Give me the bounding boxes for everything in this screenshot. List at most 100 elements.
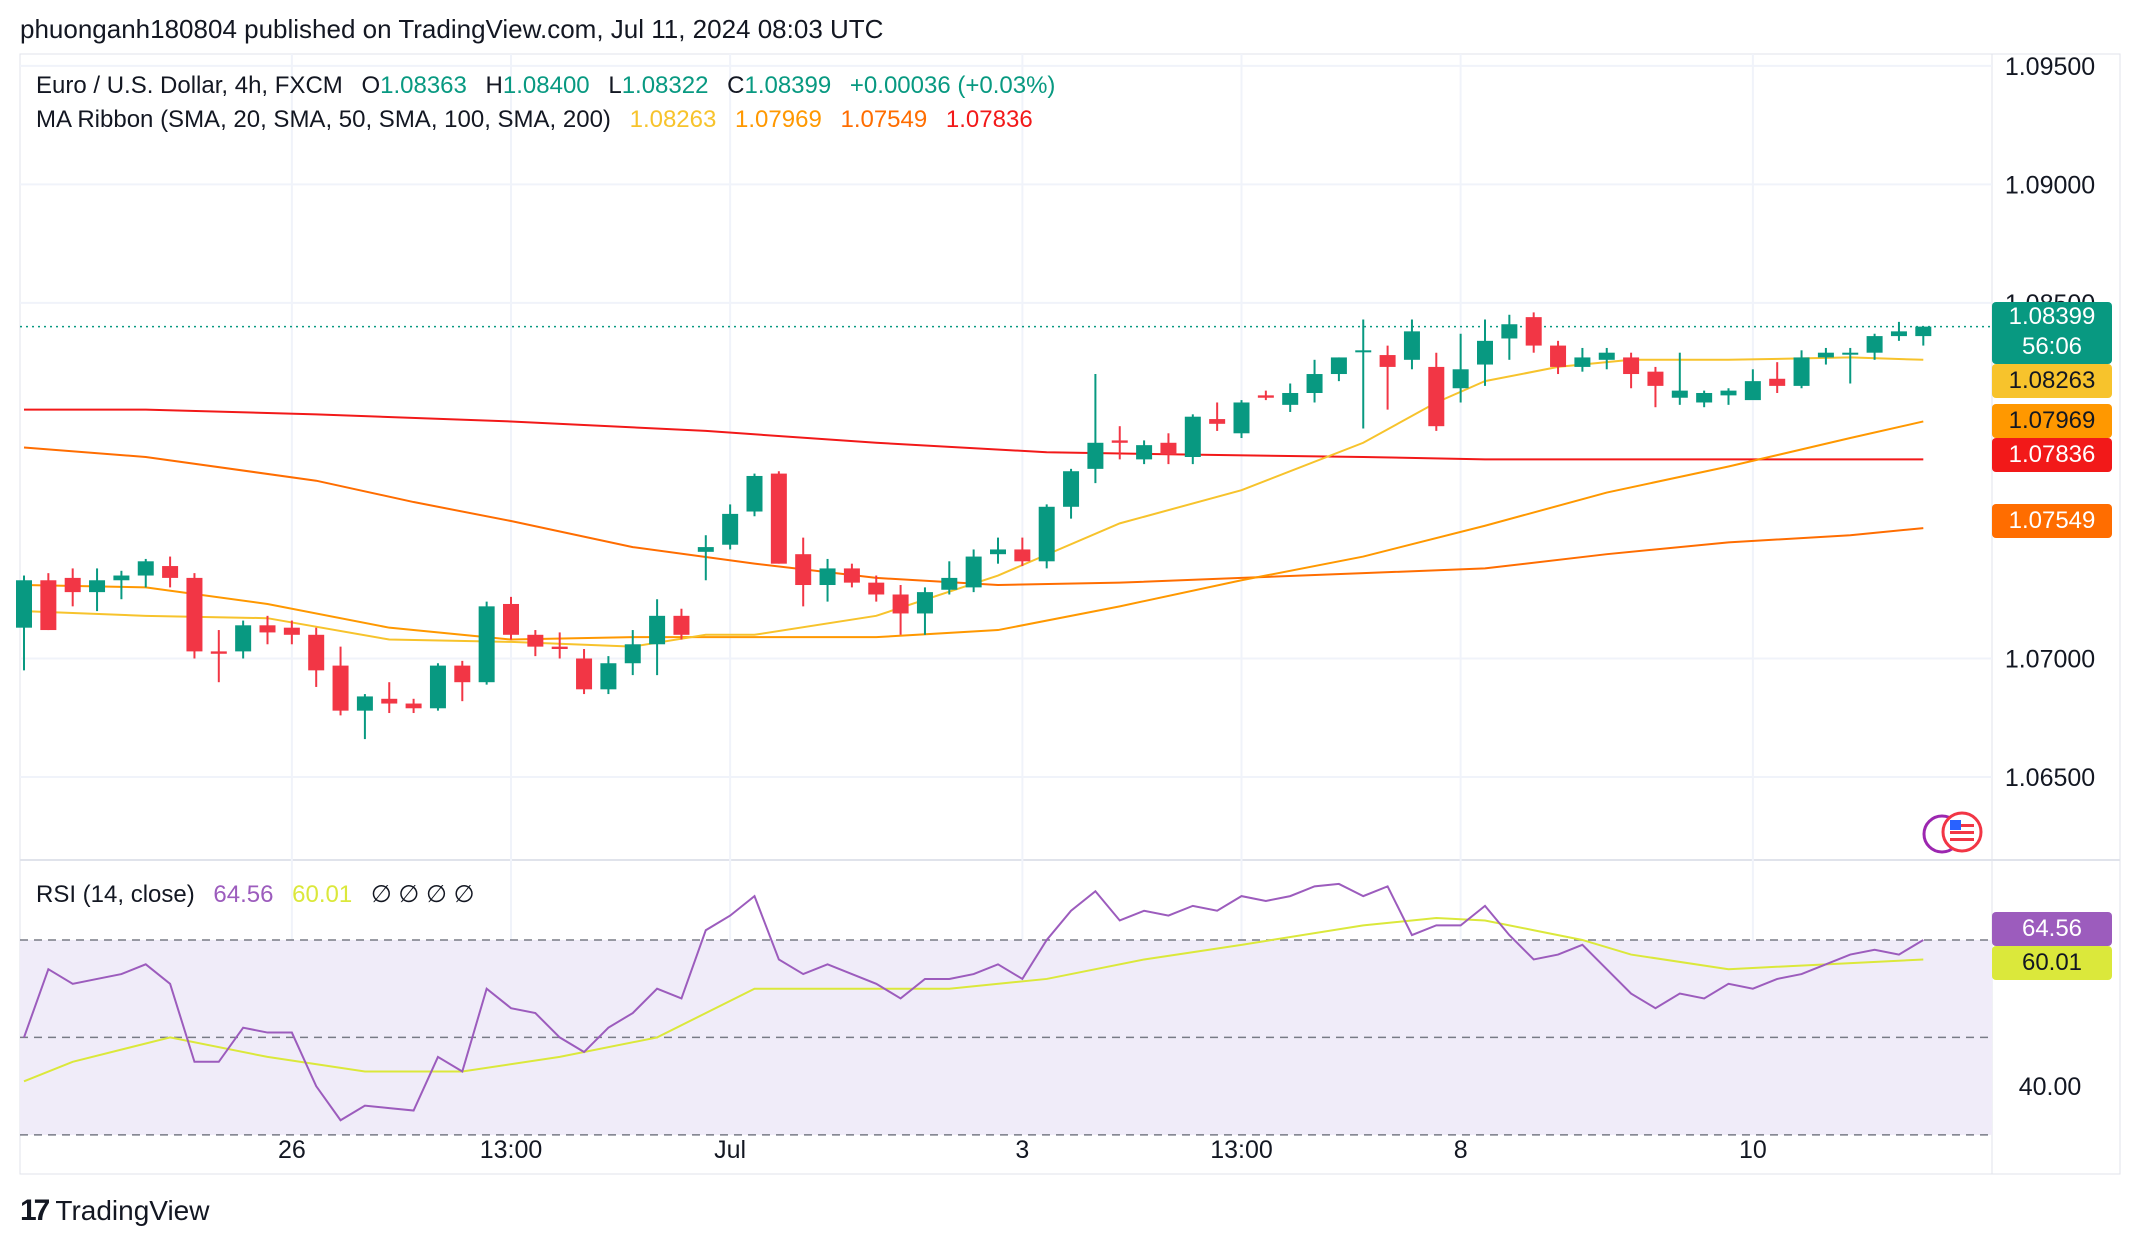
candle-body[interactable] — [1379, 355, 1396, 367]
candle-body[interactable] — [1890, 331, 1907, 337]
candle-body[interactable] — [381, 698, 398, 704]
ma-ribbon-legend[interactable]: MA Ribbon (SMA, 20, SMA, 50, SMA, 100, S… — [36, 106, 1045, 134]
rsi-pane[interactable]: 40.00 — [20, 882, 2081, 1136]
candle-body[interactable] — [1696, 392, 1713, 403]
candle-body[interactable] — [551, 646, 568, 650]
candle-body[interactable] — [916, 592, 933, 614]
candle-body[interactable] — [1209, 419, 1226, 424]
candle-body[interactable] — [429, 665, 446, 709]
sma100-badge: 1.07549 — [1992, 504, 2112, 538]
candle-body[interactable] — [1598, 352, 1615, 360]
candle-body[interactable] — [1014, 549, 1031, 562]
candle-body[interactable] — [941, 577, 958, 590]
tradingview-logo-text: TradingView — [55, 1195, 210, 1226]
candle-body[interactable] — [1306, 374, 1323, 393]
candle-body[interactable] — [673, 615, 690, 635]
ma-ribbon — [23, 356, 1924, 648]
candle-body[interactable] — [1744, 381, 1761, 401]
candle-body[interactable] — [697, 547, 714, 552]
sma20-value: 1.08263 — [629, 106, 717, 133]
sma20-line — [23, 356, 1924, 648]
candle-body[interactable] — [1403, 331, 1420, 360]
candle-body[interactable] — [1330, 357, 1347, 375]
candle-body[interactable] — [527, 634, 544, 647]
candle-body[interactable] — [40, 580, 57, 631]
candle-body[interactable] — [259, 625, 276, 633]
candle-body[interactable] — [1793, 357, 1810, 386]
candle-body[interactable] — [990, 549, 1006, 555]
candle-body[interactable] — [405, 703, 422, 709]
candle-body[interactable] — [64, 577, 81, 593]
candle-body[interactable] — [843, 568, 860, 583]
candle-body[interactable] — [1842, 352, 1859, 355]
candle-body[interactable] — [892, 594, 909, 614]
candle-body[interactable] — [965, 556, 982, 588]
symbol-legend[interactable]: Euro / U.S. Dollar, 4h, FXCM O1.08363 H1… — [36, 72, 1067, 100]
candle-body[interactable] — [649, 615, 666, 645]
candle-body[interactable] — [722, 513, 739, 545]
candle-body[interactable] — [1428, 366, 1445, 427]
candle-body[interactable] — [1574, 357, 1591, 367]
candle-body[interactable] — [1257, 395, 1274, 398]
rsi-legend[interactable]: RSI (14, close) 64.56 60.01 ∅ ∅ ∅ ∅ — [36, 880, 487, 909]
tradingview-logo[interactable]: 17 TradingView — [20, 1194, 209, 1228]
candle-body[interactable] — [1087, 442, 1104, 469]
candle-body[interactable] — [478, 606, 495, 683]
open-value: 1.08363 — [380, 72, 467, 99]
candle-body[interactable] — [137, 561, 154, 576]
candle-body[interactable] — [283, 627, 300, 635]
candle-body[interactable] — [1233, 402, 1250, 434]
candle-body[interactable] — [503, 603, 519, 635]
time-axis[interactable]: 26 13:00 Jul 3 13:00 8 10 — [278, 1136, 1767, 1164]
candle-body[interactable] — [1769, 378, 1786, 386]
candle-body[interactable] — [819, 568, 836, 586]
rsi-extra-values: ∅ ∅ ∅ ∅ — [370, 881, 475, 908]
candle-body[interactable] — [356, 696, 373, 711]
candle-body[interactable] — [1550, 345, 1567, 367]
time-tick-label: 26 — [278, 1136, 306, 1164]
candle-body[interactable] — [1671, 390, 1688, 398]
candle-body[interactable] — [1038, 506, 1055, 562]
candle-body[interactable] — [1866, 336, 1883, 353]
candle-body[interactable] — [308, 634, 325, 671]
candle-body[interactable] — [162, 566, 179, 578]
candle-body[interactable] — [1501, 324, 1518, 339]
time-tick-label: 13:00 — [1210, 1136, 1273, 1164]
candle-body[interactable] — [1452, 369, 1469, 389]
candle-body[interactable] — [113, 575, 130, 581]
candle-body[interactable] — [795, 554, 812, 586]
candle-body[interactable] — [1915, 326, 1932, 337]
candle-body[interactable] — [332, 665, 349, 711]
candle-body[interactable] — [16, 580, 32, 628]
candle-body[interactable] — [1623, 357, 1640, 375]
candle-body[interactable] — [1355, 350, 1372, 353]
candle-body[interactable] — [89, 580, 106, 593]
candle-body[interactable] — [1160, 442, 1177, 455]
publisher-line: phuonganh180804 published on TradingView… — [20, 14, 884, 44]
candle-body[interactable] — [235, 625, 252, 652]
candle-body[interactable] — [1477, 340, 1493, 365]
candle-body[interactable] — [624, 644, 641, 664]
candle-body[interactable] — [1647, 371, 1664, 386]
candle-body[interactable] — [1111, 440, 1128, 443]
candle-body[interactable] — [1063, 471, 1080, 507]
candle-body[interactable] — [746, 475, 763, 512]
candle-body[interactable] — [1282, 392, 1299, 405]
candle-body[interactable] — [186, 577, 203, 652]
time-tick-label: Jul — [714, 1136, 746, 1164]
candlestick-series[interactable] — [16, 312, 1932, 740]
candle-body[interactable] — [576, 658, 593, 690]
rsi-badge: 64.56 — [1992, 912, 2112, 946]
candle-body[interactable] — [1817, 352, 1834, 358]
candle-body[interactable] — [1136, 445, 1153, 460]
candle-body[interactable] — [210, 651, 227, 654]
candle-body[interactable] — [1720, 390, 1737, 396]
candle-body[interactable] — [454, 665, 471, 683]
candle-body[interactable] — [868, 582, 885, 595]
candle-body[interactable] — [1525, 317, 1542, 346]
candle-body[interactable] — [770, 473, 787, 564]
candle-body[interactable] — [1184, 416, 1201, 457]
candle-body[interactable] — [600, 663, 617, 690]
